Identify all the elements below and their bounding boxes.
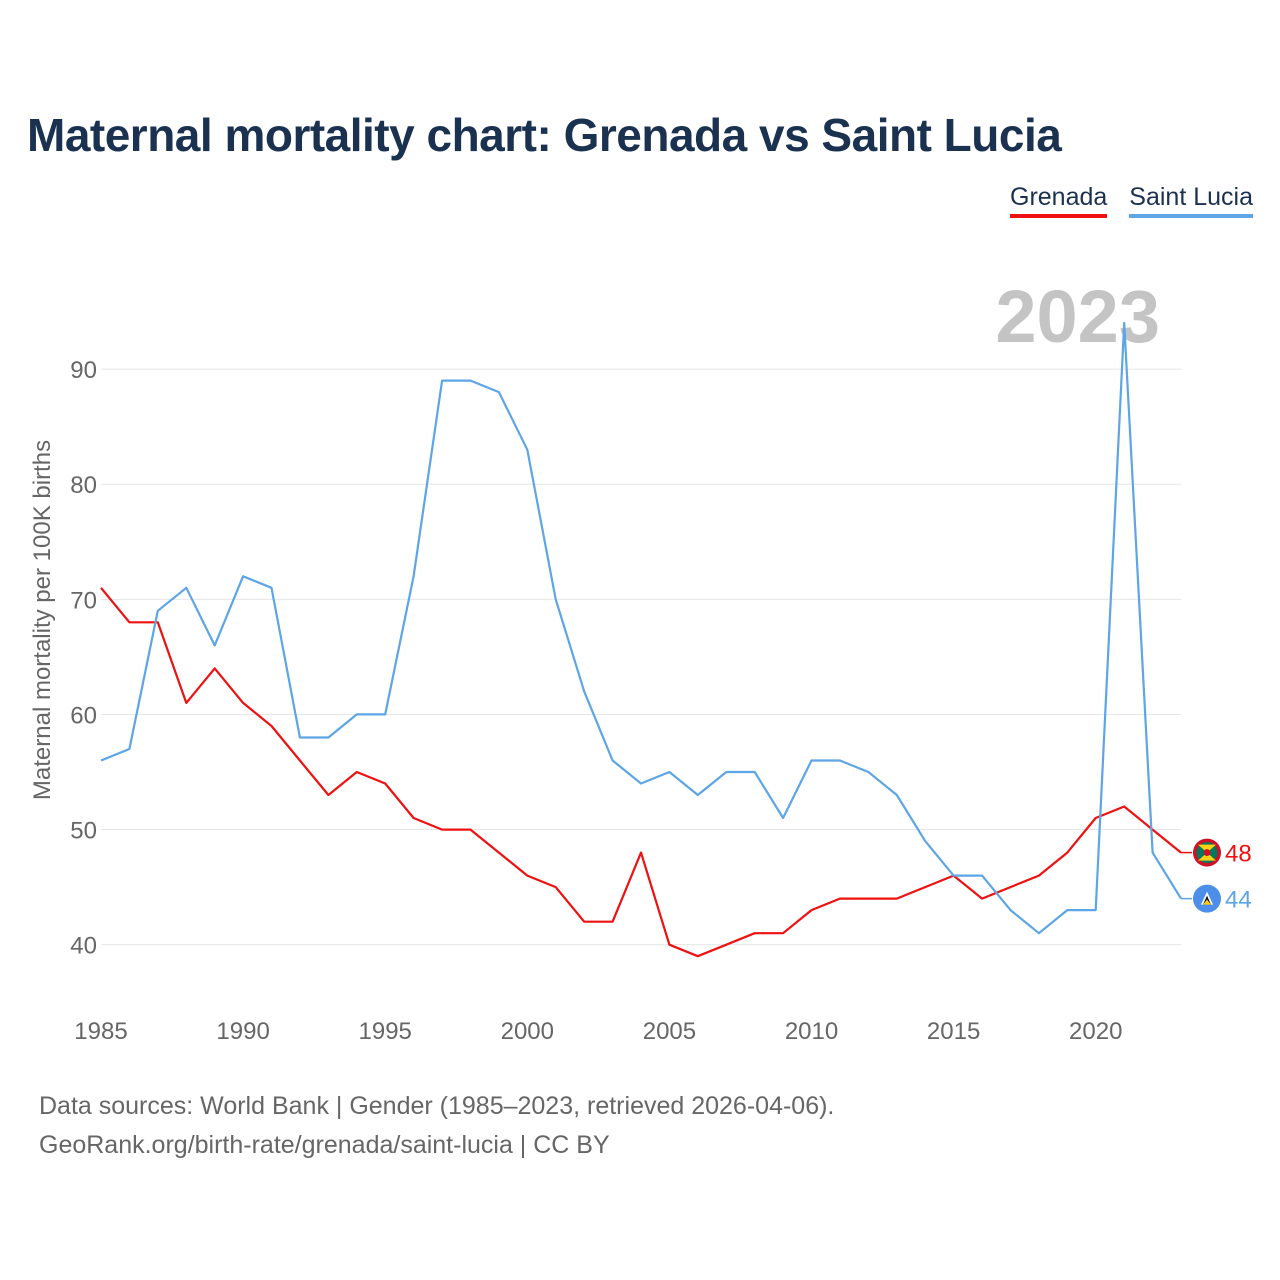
y-tick-label: 80 [70,472,97,499]
y-tick-label: 50 [70,818,97,845]
x-tick-label: 2020 [1069,1018,1122,1045]
footer: Data sources: World Bank | Gender (1985–… [39,1087,834,1165]
legend-grenada[interactable]: Grenada [1010,182,1108,218]
y-tick-label: 70 [70,587,97,614]
y-tick-label: 40 [70,933,97,960]
year-watermark: 2023 [995,275,1160,358]
x-tick-label: 1985 [74,1018,127,1045]
footer-link[interactable]: GeoRank.org/birth-rate/grenada/saint-luc… [39,1131,610,1159]
end-value-label-saint-lucia: 44 [1225,887,1252,914]
legend: Grenada Saint Lucia [1010,182,1253,218]
x-tick-label: 2005 [643,1018,696,1045]
series-line-saint-lucia[interactable] [100,321,1182,935]
legend-saint-lucia[interactable]: Saint Lucia [1129,182,1253,218]
x-tick-label: 2000 [501,1018,554,1045]
flag-icon-saint-lucia [1193,884,1221,913]
y-axis-label: Maternal mortality per 100K births [29,440,56,800]
x-tick-label: 1990 [216,1018,269,1045]
series-line-grenada[interactable] [100,587,1182,958]
x-tick-label: 2010 [785,1018,838,1045]
x-tick-label: 1995 [359,1018,412,1045]
end-value-label-grenada: 48 [1225,841,1252,868]
y-tick-label: 60 [70,702,97,729]
y-tick-label: 90 [70,357,97,384]
chart-title: Maternal mortality chart: Grenada vs Sai… [27,109,1062,161]
flag-icon-grenada [1193,838,1221,867]
footer-source: Data sources: World Bank | Gender (1985–… [39,1092,835,1120]
x-tick-label: 2015 [927,1018,980,1045]
